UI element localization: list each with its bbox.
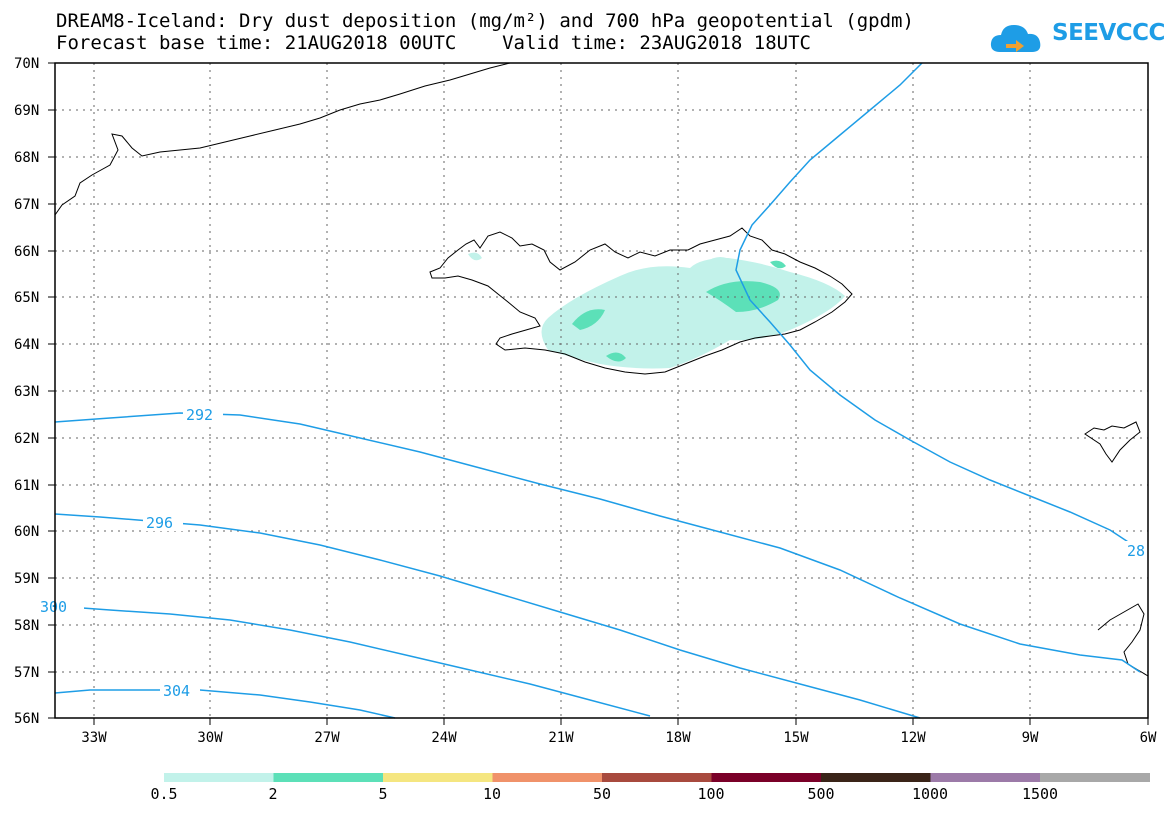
contour-304 xyxy=(54,689,396,719)
lat-label: 70N xyxy=(14,56,39,72)
legend-label: 0.5 xyxy=(150,785,177,803)
legend-swatch xyxy=(602,773,712,782)
contour-300 xyxy=(54,605,651,717)
iceland-coast xyxy=(429,227,853,375)
legend-labels: 0.5 2 5 10 50 100 500 1000 1500 xyxy=(150,785,1058,803)
lat-label: 57N xyxy=(14,665,39,681)
legend-swatch xyxy=(273,773,384,782)
lon-label: 21W xyxy=(548,730,574,746)
color-legend xyxy=(164,773,1150,782)
legend-swatch xyxy=(711,773,822,782)
dust-shading xyxy=(468,252,845,369)
lat-label: 60N xyxy=(14,524,39,540)
greenland-coast xyxy=(54,62,511,216)
map-subtitle: Forecast base time: 21AUG2018 00UTC Vali… xyxy=(56,32,811,54)
lon-label: 18W xyxy=(665,730,691,746)
lat-label: 68N xyxy=(14,150,39,166)
lat-label: 65N xyxy=(14,290,39,306)
lat-label: 67N xyxy=(14,197,39,213)
brand-name: SEEVCCC xyxy=(1052,20,1165,46)
lat-label: 64N xyxy=(14,337,39,353)
lon-label: 9W xyxy=(1022,730,1039,746)
legend-label: 1000 xyxy=(912,785,948,803)
lat-label: 66N xyxy=(14,244,39,260)
contour-label-28: 28 xyxy=(1127,542,1145,560)
lon-label: 30W xyxy=(197,730,223,746)
lon-label: 12W xyxy=(900,730,926,746)
legend-swatch xyxy=(821,773,931,782)
legend-label: 10 xyxy=(483,785,501,803)
legend-swatch xyxy=(383,773,493,782)
contour-north xyxy=(735,62,1149,556)
tick-marks xyxy=(48,62,1149,725)
lon-label: 24W xyxy=(431,730,457,746)
legend-label: 500 xyxy=(807,785,834,803)
lat-label: 56N xyxy=(14,711,39,727)
legend-swatch xyxy=(930,773,1041,782)
contour-292 xyxy=(54,412,1141,673)
lat-label: 59N xyxy=(14,571,39,587)
cloud-icon xyxy=(990,25,1041,52)
contour-label-292: 292 xyxy=(186,406,213,424)
lon-label: 33W xyxy=(81,730,107,746)
lon-label: 15W xyxy=(783,730,809,746)
contour-label-300: 300 xyxy=(40,598,67,616)
legend-label: 100 xyxy=(697,785,724,803)
legend-swatch xyxy=(492,773,603,782)
lat-label: 58N xyxy=(14,618,39,634)
contour-label-296: 296 xyxy=(146,514,173,532)
lat-label: 69N xyxy=(14,103,39,119)
lon-label: 6W xyxy=(1140,730,1157,746)
longitude-labels: 33W 30W 27W 24W 21W 18W 15W 12W 9W 6W xyxy=(81,730,1157,746)
legend-label: 1500 xyxy=(1022,785,1058,803)
lon-label: 27W xyxy=(314,730,340,746)
contour-label-304: 304 xyxy=(163,682,190,700)
legend-label: 50 xyxy=(593,785,611,803)
lat-label: 62N xyxy=(14,431,39,447)
geopotential-contours xyxy=(54,62,1149,719)
gridlines xyxy=(55,63,1148,718)
lat-label: 61N xyxy=(14,478,39,494)
legend-label: 2 xyxy=(268,785,277,803)
latitude-labels: 70N 69N 68N 67N 66N 65N 64N 63N 62N 61N … xyxy=(14,56,39,727)
lat-label: 63N xyxy=(14,384,39,400)
legend-swatch xyxy=(1040,773,1150,782)
legend-label: 5 xyxy=(378,785,387,803)
faroe-islands-coast xyxy=(1084,421,1141,463)
map-title: DREAM8-Iceland: Dry dust deposition (mg/… xyxy=(56,10,914,32)
legend-swatch xyxy=(164,773,274,782)
